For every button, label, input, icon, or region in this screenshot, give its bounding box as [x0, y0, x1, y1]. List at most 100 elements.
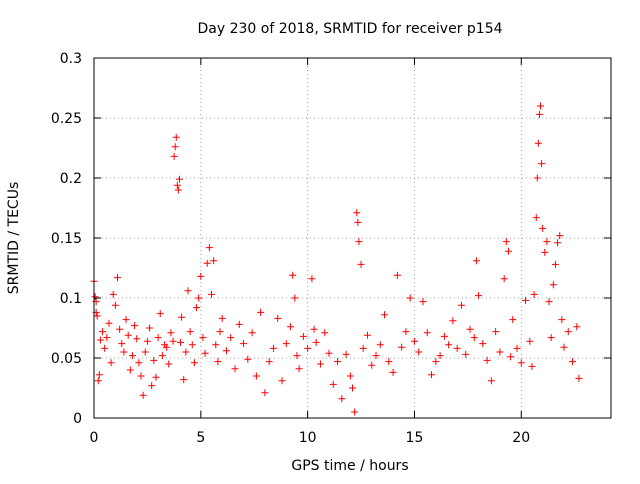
- data-point: [372, 352, 380, 360]
- data-point: [299, 332, 307, 340]
- data-point: [184, 287, 192, 295]
- x-tick-label: 15: [406, 430, 424, 446]
- y-tick-label: 0.25: [51, 111, 82, 127]
- data-point: [538, 160, 546, 168]
- data-point: [139, 391, 147, 399]
- data-point: [385, 358, 393, 366]
- data-point: [96, 336, 104, 344]
- data-point: [137, 372, 145, 380]
- y-axis-label: SRMTID / TECUs: [6, 182, 22, 295]
- data-point: [353, 209, 361, 217]
- data-point: [410, 337, 418, 345]
- data-point: [133, 335, 141, 343]
- data-point: [445, 341, 453, 349]
- data-point: [212, 341, 220, 349]
- y-tick-label: 0.15: [51, 231, 82, 247]
- data-point: [126, 366, 134, 374]
- data-points: [90, 102, 583, 416]
- data-point: [146, 324, 154, 332]
- data-point: [94, 377, 102, 385]
- data-point: [195, 294, 203, 302]
- data-point: [227, 334, 235, 342]
- data-point: [289, 271, 297, 279]
- data-point: [419, 298, 427, 306]
- data-point: [99, 328, 107, 336]
- data-point: [304, 344, 312, 352]
- data-point: [316, 360, 324, 368]
- data-point: [457, 301, 465, 309]
- data-point: [363, 331, 371, 339]
- data-point: [381, 311, 389, 319]
- data-point: [432, 358, 440, 366]
- data-point: [539, 224, 547, 232]
- data-point: [558, 316, 566, 324]
- data-point: [513, 344, 521, 352]
- data-point: [472, 257, 480, 265]
- data-point: [556, 232, 564, 240]
- data-point: [533, 174, 541, 182]
- data-point: [170, 152, 178, 160]
- data-point: [573, 323, 581, 331]
- data-point: [436, 352, 444, 360]
- data-point: [131, 322, 139, 330]
- data-point: [269, 344, 277, 352]
- data-point: [173, 181, 181, 189]
- data-point: [509, 316, 517, 324]
- y-tick-label: 0.05: [51, 351, 82, 367]
- data-point: [287, 323, 295, 331]
- data-point: [479, 340, 487, 348]
- chart-title: Day 230 of 2018, SRMTID for receiver p15…: [197, 21, 502, 37]
- data-point: [103, 334, 111, 342]
- data-point: [101, 344, 109, 352]
- data-point: [507, 353, 515, 361]
- data-point: [423, 329, 431, 337]
- data-point: [357, 260, 365, 268]
- data-point: [537, 102, 544, 110]
- data-point: [150, 356, 158, 364]
- data-point: [569, 358, 577, 366]
- data-point: [143, 337, 151, 345]
- data-point: [231, 365, 239, 373]
- data-point: [214, 358, 222, 366]
- data-point: [107, 359, 115, 367]
- y-tick-label: 0: [73, 411, 82, 427]
- data-point: [128, 352, 136, 360]
- data-point: [355, 238, 363, 246]
- data-point: [291, 294, 299, 302]
- data-point: [122, 316, 130, 324]
- data-point: [308, 275, 316, 283]
- data-point: [252, 372, 260, 380]
- data-point: [244, 355, 252, 363]
- data-point: [346, 372, 354, 380]
- data-point: [91, 293, 99, 301]
- x-tick-label: 5: [196, 430, 205, 446]
- data-point: [321, 329, 329, 337]
- data-point: [240, 340, 248, 348]
- data-point: [440, 332, 448, 340]
- data-point: [261, 389, 269, 397]
- data-point: [218, 314, 226, 322]
- data-point: [389, 368, 397, 376]
- data-point: [265, 358, 273, 366]
- data-point: [415, 348, 423, 356]
- data-point: [148, 382, 156, 390]
- x-tick-label: 20: [512, 430, 530, 446]
- data-point: [95, 371, 103, 379]
- data-point: [178, 313, 186, 321]
- data-point: [135, 359, 143, 367]
- data-point: [199, 334, 207, 342]
- data-point: [554, 239, 562, 247]
- data-point: [141, 348, 149, 356]
- data-point: [466, 325, 474, 333]
- data-point: [116, 325, 124, 333]
- data-point: [156, 310, 164, 318]
- data-point: [449, 317, 457, 325]
- data-point: [282, 340, 290, 348]
- data-point: [453, 344, 461, 352]
- data-point: [532, 214, 540, 222]
- data-point: [462, 350, 470, 358]
- data-point: [274, 314, 282, 322]
- data-point: [541, 248, 549, 256]
- data-point: [188, 341, 196, 349]
- data-point: [177, 338, 185, 346]
